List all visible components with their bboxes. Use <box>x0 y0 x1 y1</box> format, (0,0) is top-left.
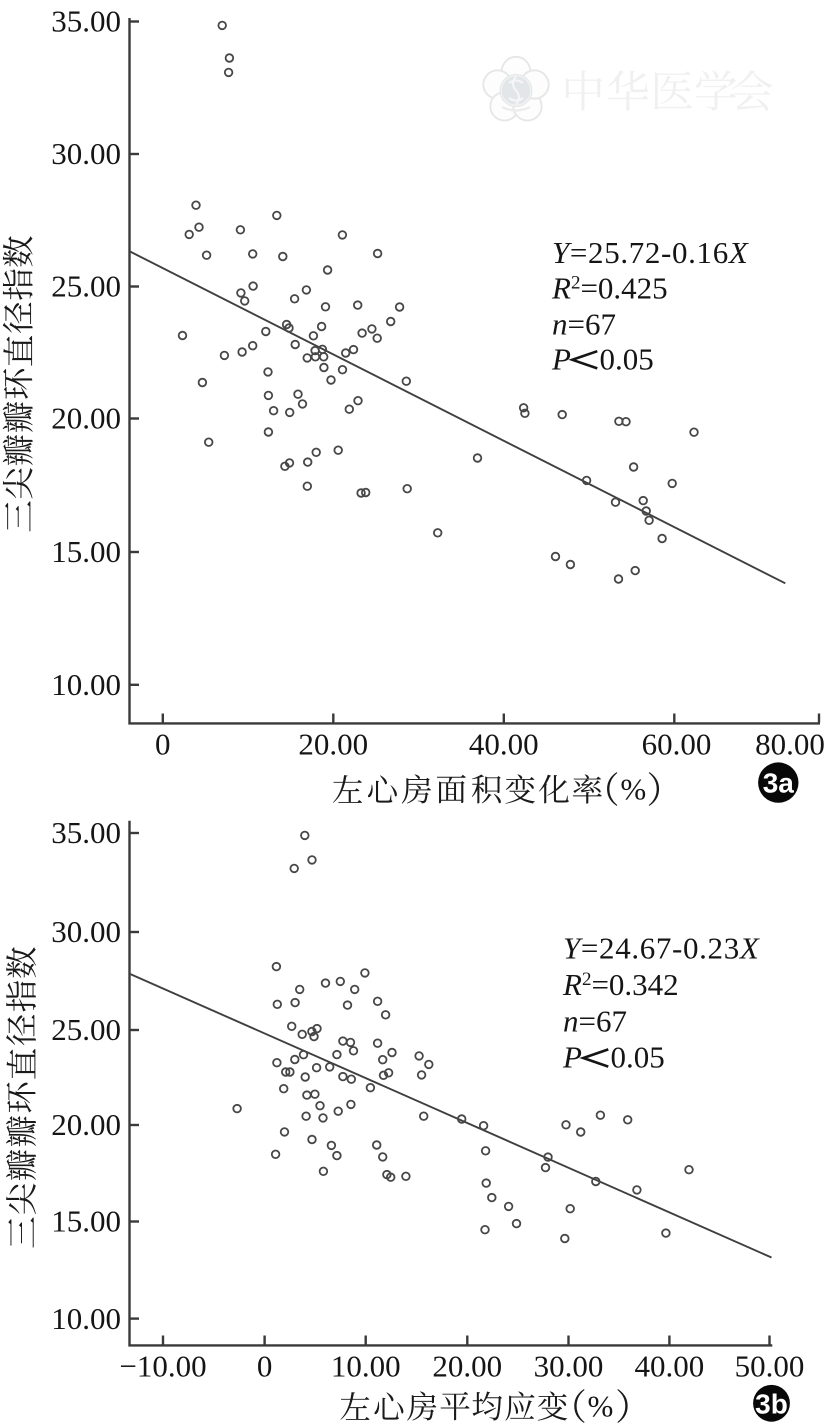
svg-text:Y=25.72-0.16X: Y=25.72-0.16X <box>552 235 749 270</box>
svg-text:10.00: 10.00 <box>51 1301 121 1336</box>
svg-text:35.00: 35.00 <box>51 815 121 850</box>
svg-text:30.00: 30.00 <box>51 914 121 949</box>
svg-text:10.00: 10.00 <box>51 667 121 702</box>
svg-text:40.00: 40.00 <box>635 1349 705 1384</box>
svg-text:%: % <box>587 1389 613 1424</box>
svg-text:%: % <box>620 772 646 807</box>
svg-text:35.00: 35.00 <box>51 4 121 39</box>
svg-text:15.00: 15.00 <box>51 534 121 569</box>
svg-text:40.00: 40.00 <box>469 727 539 762</box>
svg-text:60.00: 60.00 <box>642 727 712 762</box>
svg-text:30.00: 30.00 <box>51 136 121 171</box>
svg-text:−10.00: −10.00 <box>119 1349 206 1384</box>
svg-text:R2=0.342: R2=0.342 <box>562 967 679 1002</box>
svg-text:n=67: n=67 <box>552 307 616 342</box>
svg-text:3a: 3a <box>763 768 795 799</box>
svg-text:0.05: 0.05 <box>600 342 654 377</box>
svg-text:Y=24.67-0.23X: Y=24.67-0.23X <box>563 931 760 966</box>
svg-text:P: P <box>551 342 571 377</box>
svg-text:10.00: 10.00 <box>331 1349 401 1384</box>
svg-text:50.00: 50.00 <box>735 1349 805 1384</box>
svg-text:20.00: 20.00 <box>298 727 368 762</box>
svg-text:20.00: 20.00 <box>51 401 121 436</box>
svg-text:3b: 3b <box>755 1388 788 1419</box>
svg-text:P: P <box>562 1040 582 1075</box>
svg-text:20.00: 20.00 <box>432 1349 502 1384</box>
svg-text:n=67: n=67 <box>563 1003 627 1038</box>
svg-text:0: 0 <box>257 1349 273 1384</box>
svg-text:80.00: 80.00 <box>755 727 825 762</box>
svg-text:0.05: 0.05 <box>611 1040 665 1075</box>
svg-text:20.00: 20.00 <box>51 1107 121 1142</box>
svg-text:30.00: 30.00 <box>534 1349 604 1384</box>
svg-text:0: 0 <box>155 727 171 762</box>
svg-text:15.00: 15.00 <box>51 1204 121 1239</box>
svg-text:R2=0.425: R2=0.425 <box>551 271 668 306</box>
svg-text:25.00: 25.00 <box>51 269 121 304</box>
svg-text:25.00: 25.00 <box>51 1012 121 1047</box>
